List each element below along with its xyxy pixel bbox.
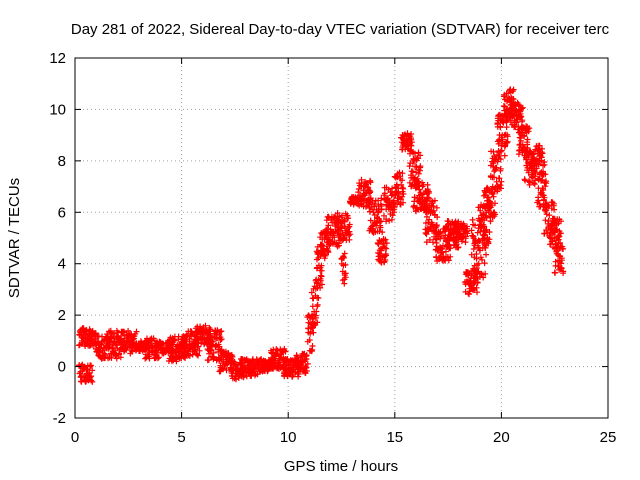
data-point [317,284,324,291]
data-point [165,339,172,346]
data-point [207,326,214,333]
y-tick-label: -2 [53,410,66,427]
data-point [98,341,105,348]
data-point [299,353,306,360]
data-point [88,373,95,380]
data-point [336,242,342,249]
data-point [331,234,338,241]
data-point [210,349,217,356]
data-point [173,358,180,365]
data-point [133,328,140,335]
data-point [345,215,352,222]
data-point [284,356,291,362]
data-point [323,229,330,236]
data-point [195,343,202,350]
data-point [318,267,325,274]
data-point [154,355,161,362]
y-tick-label: 8 [58,153,66,170]
data-point [155,354,162,361]
data-point [213,335,220,342]
data-point [325,222,332,229]
chart-title: Day 281 of 2022, Sidereal Day-to-day VTE… [71,21,610,38]
data-point [341,250,348,257]
data-point [194,351,200,358]
data-point [83,327,90,334]
x-tick-label: 10 [280,429,297,446]
data-point [89,367,96,374]
data-point [325,249,332,256]
y-tick-label: 12 [49,50,66,67]
data-point [194,337,201,344]
data-point [313,308,320,315]
data-point [318,273,325,280]
data-point [308,289,315,296]
data-point [322,252,329,259]
data-points [76,86,567,385]
y-tick-label: 0 [58,359,66,376]
data-point [346,236,353,243]
data-point [117,354,124,361]
data-point [218,328,225,335]
data-point [175,354,182,361]
x-tick-label: 0 [71,429,79,446]
x-axis-label: GPS time / hours [284,458,398,475]
data-point [306,337,313,343]
data-point [108,354,115,361]
data-point [196,347,203,354]
x-tick-label: 20 [493,429,510,446]
data-point [341,218,348,225]
data-point [87,374,94,381]
data-point [210,338,217,345]
data-point [92,330,99,337]
data-point [205,357,212,363]
data-point [307,328,314,335]
data-point [88,362,94,369]
data-point [220,366,227,373]
data-point [326,242,333,248]
data-point [112,341,119,348]
data-point [346,221,353,228]
y-tick-label: 2 [58,307,66,324]
data-point [183,332,190,339]
data-point [233,376,239,383]
x-tick-label: 5 [177,429,185,446]
data-point [304,360,311,367]
data-point [107,327,114,334]
data-point [113,355,120,362]
data-point [314,301,321,308]
data-point [340,254,347,261]
data-point [309,343,316,349]
y-tick-label: 4 [58,256,66,273]
data-point [186,352,193,359]
data-point [315,295,322,301]
data-point [84,366,91,373]
data-point [223,367,230,374]
data-point [314,319,321,326]
data-point [319,281,325,288]
x-tick-label: 15 [386,429,403,446]
x-tick-label: 25 [600,429,617,446]
y-axis-label: SDTVAR / TECUs [6,178,23,298]
data-point [195,352,201,359]
data-point [218,336,225,343]
data-point [318,262,325,269]
data-point [303,368,310,374]
data-point [89,378,96,385]
data-point [282,348,289,355]
data-point [312,314,319,321]
data-point [303,352,310,359]
data-point [334,210,341,217]
data-point [130,335,137,342]
y-tick-label: 10 [49,101,66,118]
data-point [347,231,354,238]
data-point [310,329,317,336]
y-tick-label: 6 [58,204,66,221]
data-point [317,272,324,279]
